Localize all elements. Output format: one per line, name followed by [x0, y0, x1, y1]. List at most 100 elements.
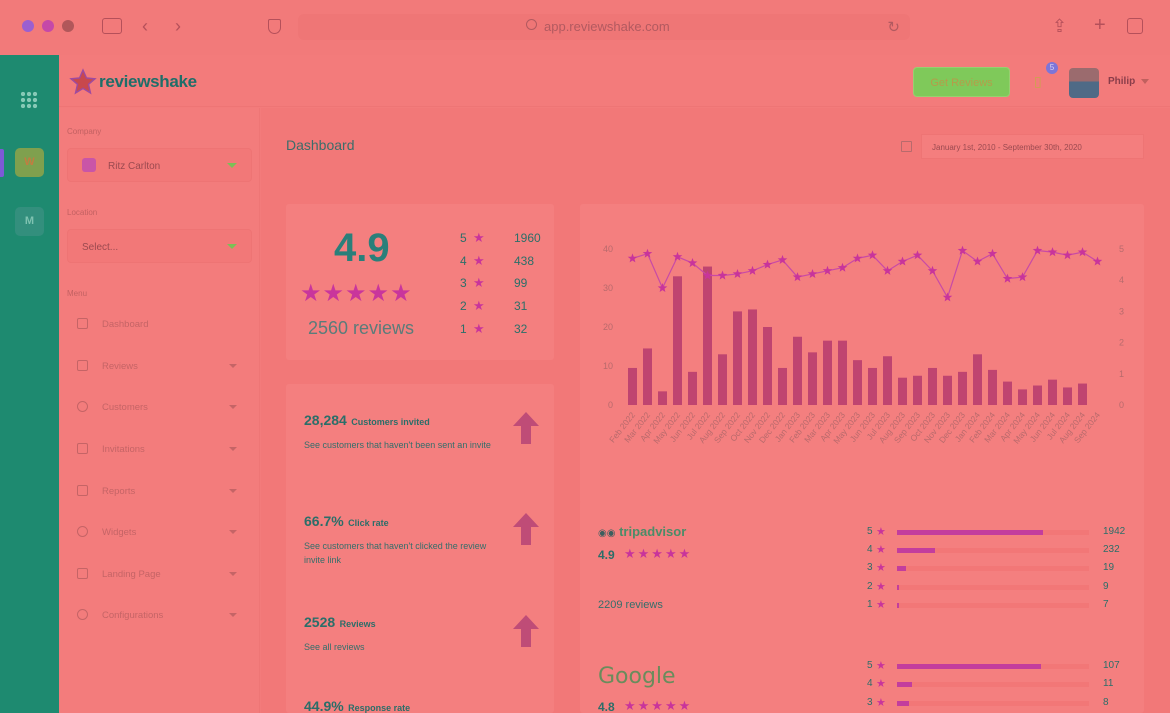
rating-point	[897, 256, 908, 266]
reviews-icon	[77, 360, 88, 371]
company-select[interactable]: Ritz Carlton	[67, 148, 252, 182]
chart-bar	[748, 309, 757, 405]
company-label: Company	[67, 127, 102, 136]
chart-bar	[688, 371, 697, 405]
google-bar-row: 3 ★ 8	[867, 697, 1109, 709]
google-rating: 4.8	[598, 700, 615, 713]
chart-bar	[763, 327, 772, 405]
y-right-tick-label: 0	[1119, 400, 1124, 410]
rating-point	[912, 250, 923, 260]
sidebar-item-reviews[interactable]: Reviews	[77, 360, 239, 380]
sidebar: Company Ritz Carlton Location Select... …	[59, 108, 260, 713]
arrow-up-icon[interactable]	[512, 614, 540, 648]
rating-point	[792, 272, 803, 282]
sidebar-item-customers[interactable]: Customers	[77, 401, 239, 421]
y-left-tick-label: 40	[603, 244, 613, 254]
chart-bar	[703, 266, 712, 405]
avatar[interactable]	[1069, 68, 1099, 98]
bell-icon[interactable]: ▯	[1034, 73, 1042, 89]
close-window-button[interactable]	[22, 20, 34, 32]
rating-point	[957, 245, 968, 255]
page-title: Dashboard	[286, 137, 355, 153]
sidebar-item-widgets[interactable]: Widgets	[77, 526, 239, 546]
browser-toolbar: ‹ › app.reviewshake.com ↻ ⇪ +	[0, 0, 1170, 55]
rating-point	[702, 270, 713, 280]
link-icon	[77, 526, 88, 537]
rating-point	[747, 265, 758, 275]
brand-logo[interactable]: reviewshake	[69, 68, 197, 101]
chart-bar	[658, 391, 667, 405]
back-icon[interactable]: ‹	[142, 16, 148, 36]
stat-reviews[interactable]: 2528 Reviews See all reviews	[304, 614, 376, 652]
user-menu-chevron-icon[interactable]	[1141, 79, 1149, 84]
user-name[interactable]: Philip	[1108, 76, 1136, 87]
chart-bar	[793, 336, 802, 405]
chart-bar	[1078, 383, 1087, 405]
rating-point	[822, 265, 833, 275]
share-icon[interactable]: ⇪	[1052, 16, 1068, 36]
stat-customers-invited[interactable]: 28,284 Customers invited See customers t…	[304, 412, 491, 450]
maximize-window-button[interactable]	[62, 20, 74, 32]
rating-point	[732, 269, 743, 278]
chart-bar	[673, 276, 682, 405]
company-icon	[82, 158, 96, 172]
workspace-m[interactable]: M	[15, 207, 44, 236]
y-right-tick-label: 5	[1119, 244, 1124, 254]
date-range-picker[interactable]: January 1st, 2010 - September 30th, 2020	[921, 134, 1144, 159]
tripadvisor-stars: ★★★★★	[624, 546, 693, 561]
sidebar-item-invitations[interactable]: Invitations	[77, 443, 239, 463]
chart-bar	[718, 354, 727, 405]
star-icon: ★	[473, 321, 485, 336]
location-value: Select...	[82, 242, 119, 253]
new-tab-icon[interactable]: +	[1094, 14, 1106, 36]
minimize-window-button[interactable]	[42, 20, 54, 32]
chart-bar	[733, 311, 742, 405]
y-right-tick-label: 3	[1119, 306, 1124, 316]
tripadvisor-bar-row: 1 ★ 7	[867, 599, 1109, 611]
chevron-down-icon	[227, 163, 237, 168]
address-bar[interactable]: app.reviewshake.com ↻	[298, 14, 910, 40]
y-left-tick-label: 20	[603, 322, 613, 332]
apps-grid-icon[interactable]	[20, 91, 38, 109]
location-select[interactable]: Select...	[67, 229, 252, 263]
sidebar-item-reports[interactable]: Reports	[77, 485, 239, 505]
forward-icon[interactable]: ›	[175, 16, 181, 36]
rating-line	[632, 249, 1098, 299]
rating-point	[837, 262, 848, 272]
chart-bar	[643, 348, 652, 405]
privacy-shield-icon[interactable]	[268, 19, 281, 34]
customers-icon	[77, 401, 88, 412]
sidebar-item-configurations[interactable]: Configurations	[77, 609, 239, 629]
sidebar-item-dashboard[interactable]: Dashboard	[77, 318, 239, 338]
chevron-down-icon	[229, 530, 237, 534]
reload-icon[interactable]: ↻	[887, 19, 900, 36]
y-right-tick-label: 1	[1119, 369, 1124, 379]
workspace-w[interactable]: W	[15, 148, 44, 177]
get-reviews-button[interactable]: Get Reviews	[913, 67, 1010, 97]
chart-bar	[853, 360, 862, 405]
stat-click-rate[interactable]: 66.7% Click rate See customers that have…	[304, 513, 487, 565]
chart-bar	[958, 371, 967, 405]
rating-point	[1092, 256, 1103, 266]
chevron-down-icon	[229, 405, 237, 409]
arrow-up-icon[interactable]	[512, 512, 540, 546]
tripadvisor-bar-row: 5 ★ 1942	[867, 526, 1126, 538]
sidebar-item-landing-page[interactable]: Landing Page	[77, 568, 239, 588]
dashboard-icon	[77, 318, 88, 329]
tripadvisor-review-count[interactable]: 2209 reviews	[598, 599, 663, 611]
rating-point	[1077, 247, 1088, 257]
sidebar-toggle-icon[interactable]	[102, 18, 122, 34]
rating-point	[672, 251, 683, 261]
star-logo-icon	[69, 68, 97, 95]
star-icon: ★	[473, 298, 485, 313]
rating-point	[1017, 272, 1028, 282]
rating-point	[627, 253, 638, 263]
stat-response-rate[interactable]: 44.9% Response rate	[304, 698, 411, 713]
calendar-icon[interactable]	[901, 141, 912, 152]
average-stars: ★★★★★	[300, 280, 413, 307]
arrow-up-icon[interactable]	[512, 411, 540, 445]
chart-bar	[1018, 389, 1027, 405]
chart-bar	[973, 354, 982, 405]
tab-overview-icon[interactable]	[1127, 18, 1143, 34]
